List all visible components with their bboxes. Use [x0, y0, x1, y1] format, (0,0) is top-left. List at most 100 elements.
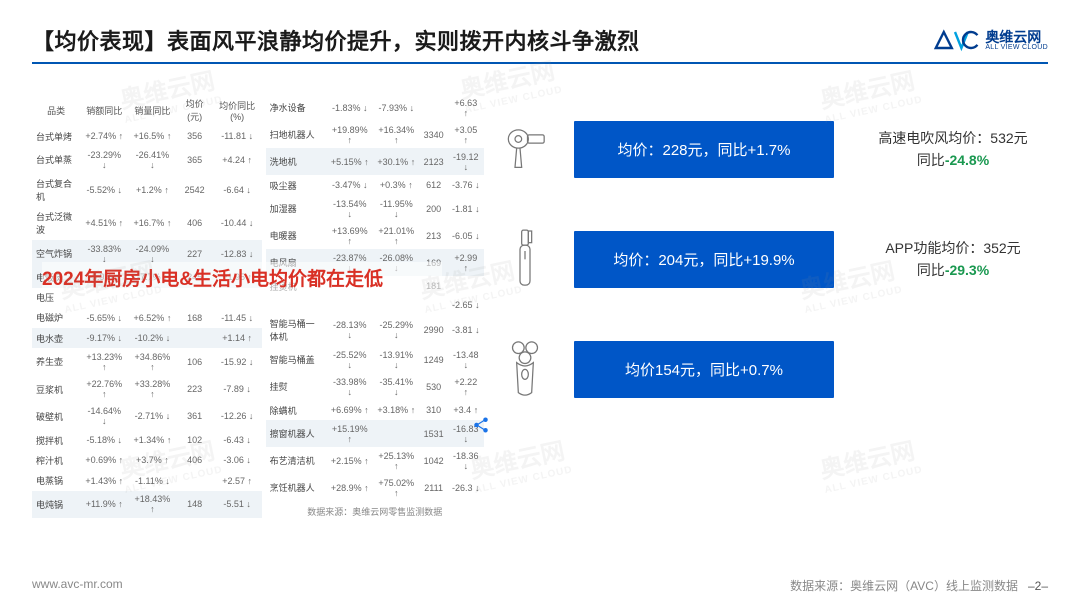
cell: +3.18%: [373, 400, 420, 420]
cell: -11.95%: [373, 195, 420, 222]
table-row: 智能马桶盖-25.52%-13.91%1249-13.48: [266, 346, 484, 373]
note-value: -24.8%: [945, 152, 989, 168]
cell: +6.52%: [128, 308, 176, 328]
cell: -6.64: [213, 173, 262, 206]
table-row: 布艺清洁机+2.15%+25.13%1042-18.36: [266, 447, 484, 474]
row-name: 豆浆机: [32, 375, 80, 402]
row-name: 电磁炉: [32, 308, 80, 328]
cell: +6.69%: [326, 400, 373, 420]
cell: -13.91%: [373, 346, 420, 373]
cell: +25.13%: [373, 447, 420, 474]
price-cell: 365: [177, 146, 213, 173]
card-row-toothbrush: 均价：204元，同比+19.9% APP功能均价：352元 同比-29.3%: [500, 224, 1048, 294]
table-row: 电炖锅+11.9%+18.43%148-5.51: [32, 491, 262, 518]
row-name: 智能马桶盖: [266, 346, 327, 373]
cell: +19.89%: [326, 121, 373, 148]
row-name: 擦窗机器人: [266, 420, 327, 447]
table-row: 擦窗机器人+15.19%1531-16.83: [266, 420, 484, 447]
cell: +6.63: [448, 94, 484, 121]
price-cell: 168: [177, 308, 213, 328]
price-cell: 106: [177, 348, 213, 375]
cell: -3.47%: [326, 175, 373, 195]
row-name: 台式单烤: [32, 126, 80, 146]
cell: -19.12: [448, 148, 484, 175]
price-cell: [177, 470, 213, 490]
cell: +2.74%: [80, 126, 128, 146]
row-name: 榨汁机: [32, 450, 80, 470]
cell: +30.1%: [373, 148, 420, 175]
cell: -5.18%: [80, 430, 128, 450]
table-row: 破壁机-14.64%-2.71%361-12.26: [32, 403, 262, 430]
cell: [373, 296, 420, 313]
cell: -35.41%: [373, 373, 420, 400]
cell: -1.83%: [326, 94, 373, 121]
table-left: 品类销额同比销量同比均价(元)均价同比(%) 台式单烤+2.74%+16.5%3…: [32, 94, 262, 518]
cell: -7.93%: [373, 94, 420, 121]
table-row: 搅拌机-5.18%+1.34%102-6.43: [32, 430, 262, 450]
shaver-icon: [500, 336, 550, 403]
cell: +75.02%: [373, 474, 420, 501]
cell: -23.29%: [80, 146, 128, 173]
price-cell: 2542: [177, 173, 213, 206]
col-header: 均价(元): [177, 94, 213, 126]
cell: -10.2%: [128, 328, 176, 348]
footer-source: 数据来源：奥维云网（AVC）线上监测数据: [790, 579, 1018, 593]
card-row-dryer: 均价：228元，同比+1.7% 高速电吹风均价：532元 同比-24.8%: [500, 114, 1048, 184]
cell: -10.44: [213, 207, 262, 240]
cell: -7.89: [213, 375, 262, 402]
data-tables: 品类销额同比销量同比均价(元)均价同比(%) 台式单烤+2.74%+16.5%3…: [32, 94, 484, 518]
table-row: 台式复合机-5.52%+1.2%2542-6.64: [32, 173, 262, 206]
cell: +16.7%: [128, 207, 176, 240]
cell: -3.06: [213, 450, 262, 470]
col-header: 销额同比: [80, 94, 128, 126]
note-line1: APP功能均价：352元: [858, 237, 1048, 259]
table-row: 豆浆机+22.76%+33.28%223-7.89: [32, 375, 262, 402]
logo-text-en: ALL VIEW CLOUD: [985, 44, 1048, 51]
cell: -5.51: [213, 491, 262, 518]
cell: +2.99: [448, 249, 484, 276]
price-cell: 102: [177, 430, 213, 450]
price-cell: 361: [177, 403, 213, 430]
cell: +2.15%: [326, 447, 373, 474]
table-row: 台式单蒸-23.29%-26.41%365+4.24: [32, 146, 262, 173]
cell: -26.41%: [128, 146, 176, 173]
note-toothbrush: APP功能均价：352元 同比-29.3%: [858, 237, 1048, 282]
page-title: 【均价表现】表面风平浪静均价提升，实则拨开内核斗争激烈: [32, 24, 640, 56]
row-name: [266, 296, 327, 313]
toothbrush-icon: [500, 226, 550, 293]
cell: -2.71%: [128, 403, 176, 430]
note-line1: 高速电吹风均价：532元: [858, 127, 1048, 149]
cell: -9.17%: [80, 328, 128, 348]
cell: -3.81: [448, 313, 484, 346]
cell: +22.76%: [80, 375, 128, 402]
row-name: 电水壶: [32, 328, 80, 348]
row-name: 搅拌机: [32, 430, 80, 450]
footer-url: www.avc-mr.com: [32, 577, 123, 594]
price-cell: 213: [420, 222, 448, 249]
col-header: 均价同比(%): [213, 94, 262, 126]
cell: -25.29%: [373, 313, 420, 346]
share-icon[interactable]: [472, 416, 490, 434]
cell: -11.45: [213, 308, 262, 328]
row-name: 扫地机器人: [266, 121, 327, 148]
cell: +5.15%: [326, 148, 373, 175]
brand-logo: 奥维云网 ALL VIEW CLOUD: [931, 26, 1048, 54]
cell: +11.9%: [80, 491, 128, 518]
row-name: 烹饪机器人: [266, 474, 327, 501]
cell: +18.43%: [128, 491, 176, 518]
cell: +2.22: [448, 373, 484, 400]
cell: +0.69%: [80, 450, 128, 470]
cell: -13.48: [448, 346, 484, 373]
card-row-shaver: 均价154元，同比+0.7%: [500, 334, 1048, 404]
price-cell: 223: [177, 375, 213, 402]
table-row: 台式单烤+2.74%+16.5%356-11.81: [32, 126, 262, 146]
row-name: 加湿器: [266, 195, 327, 222]
cell: [373, 420, 420, 447]
price-cell: 406: [177, 207, 213, 240]
cell: +28.9%: [326, 474, 373, 501]
price-cell: [177, 328, 213, 348]
cell: -13.54%: [326, 195, 373, 222]
price-cell: 406: [177, 450, 213, 470]
cell: +3.7%: [128, 450, 176, 470]
note-dryer: 高速电吹风均价：532元 同比-24.8%: [858, 127, 1048, 172]
